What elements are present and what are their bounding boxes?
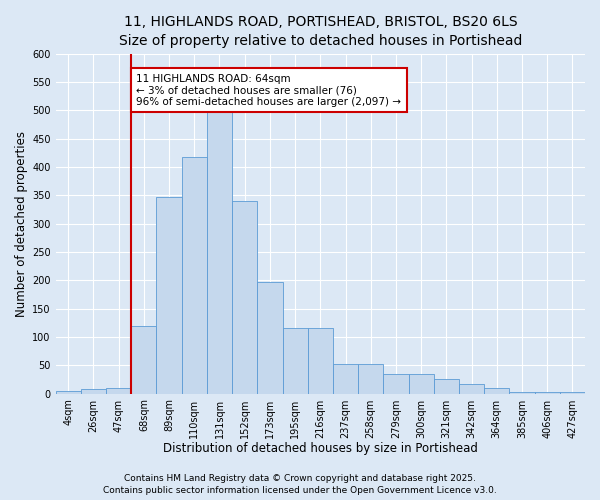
Bar [509,392,535,394]
Text: Contains HM Land Registry data © Crown copyright and database right 2025.
Contai: Contains HM Land Registry data © Crown c… [103,474,497,495]
Bar [383,374,409,394]
Y-axis label: Number of detached properties: Number of detached properties [15,130,28,316]
Bar [157,196,182,394]
Bar [131,326,157,394]
Bar [535,392,560,394]
Bar [484,388,509,394]
Bar [459,384,484,394]
Bar [232,201,257,394]
Bar [308,328,333,394]
X-axis label: Distribution of detached houses by size in Portishead: Distribution of detached houses by size … [163,442,478,455]
Bar [409,374,434,394]
Title: 11, HIGHLANDS ROAD, PORTISHEAD, BRISTOL, BS20 6LS
Size of property relative to d: 11, HIGHLANDS ROAD, PORTISHEAD, BRISTOL,… [119,15,522,48]
Text: 11 HIGHLANDS ROAD: 64sqm
← 3% of detached houses are smaller (76)
96% of semi-de: 11 HIGHLANDS ROAD: 64sqm ← 3% of detache… [136,74,401,107]
Bar [182,158,207,394]
Bar [56,392,81,394]
Bar [283,328,308,394]
Bar [358,364,383,394]
Bar [257,282,283,394]
Bar [560,392,585,394]
Bar [333,364,358,394]
Bar [81,389,106,394]
Bar [434,380,459,394]
Bar [106,388,131,394]
Bar [207,105,232,394]
